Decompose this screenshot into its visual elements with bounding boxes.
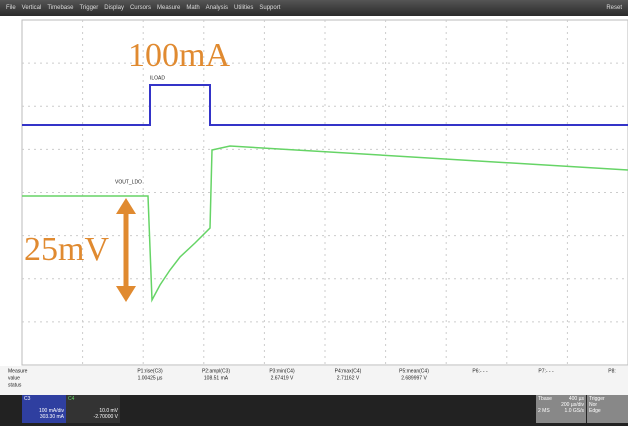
timebase-box[interactable]: Tbase 400 µs 200 µs/div 2 MS 1.0 GS/s: [536, 395, 586, 423]
measure-row-label: Measure: [8, 368, 28, 374]
status-bar: C3 100 mA/div 303.30 mA C4 10.0 mV -2.70…: [0, 395, 628, 426]
param-value: 2.71162 V: [337, 375, 360, 381]
param-value: 2.689997 V: [401, 375, 427, 381]
measure-background: [0, 366, 628, 395]
current-annotation: 100mA: [128, 37, 230, 74]
channel-name: C4: [68, 396, 118, 402]
param-name: P4:max(C4): [335, 368, 362, 374]
param-name: P7:- - -: [538, 368, 554, 374]
param-name: P8:: [608, 368, 616, 374]
current-label: ILOAD: [150, 75, 165, 81]
channel-offset: 303.30 mA: [24, 414, 64, 420]
param-name: P5:mean(C4): [399, 368, 429, 374]
voltage-label: VOUT_LDO: [115, 179, 142, 185]
trigger-type: Edge: [589, 408, 626, 414]
param-name: P3:min(C4): [269, 368, 295, 374]
trigger-box[interactable]: Trigger Nor Edge: [587, 395, 628, 423]
channel-box[interactable]: C3 100 mA/div 303.30 mA: [22, 395, 66, 423]
measure-row-label: status: [8, 382, 22, 388]
grid: [22, 20, 628, 365]
timebase-title: Tbase: [538, 396, 552, 402]
timebase-rate: 1.0 GS/s: [565, 408, 584, 414]
channel-name: C3: [24, 396, 64, 402]
timebase-samples: 2 MS: [538, 408, 550, 414]
param-name: P2:ampl(C3): [202, 368, 230, 374]
measure-row-label: value: [8, 375, 20, 381]
param-name: P1:rise(C3): [137, 368, 163, 374]
channel-box[interactable]: C4 10.0 mV -2.70000 V: [66, 395, 120, 423]
param-value: 108.51 mA: [204, 375, 229, 381]
scope-screen: FileVerticalTimebaseTriggerDisplayCursor…: [0, 0, 628, 426]
param-value: 1.00425 µs: [138, 375, 163, 381]
param-name: P6:- - -: [472, 368, 488, 374]
channel-offset: -2.70000 V: [68, 414, 118, 420]
param-value: 2.67419 V: [271, 375, 294, 381]
waveform-area: ILOAD VOUT_LDO 100mA 25mV Measurevaluest…: [0, 0, 628, 395]
voltage-annotation: 25mV: [24, 231, 109, 268]
